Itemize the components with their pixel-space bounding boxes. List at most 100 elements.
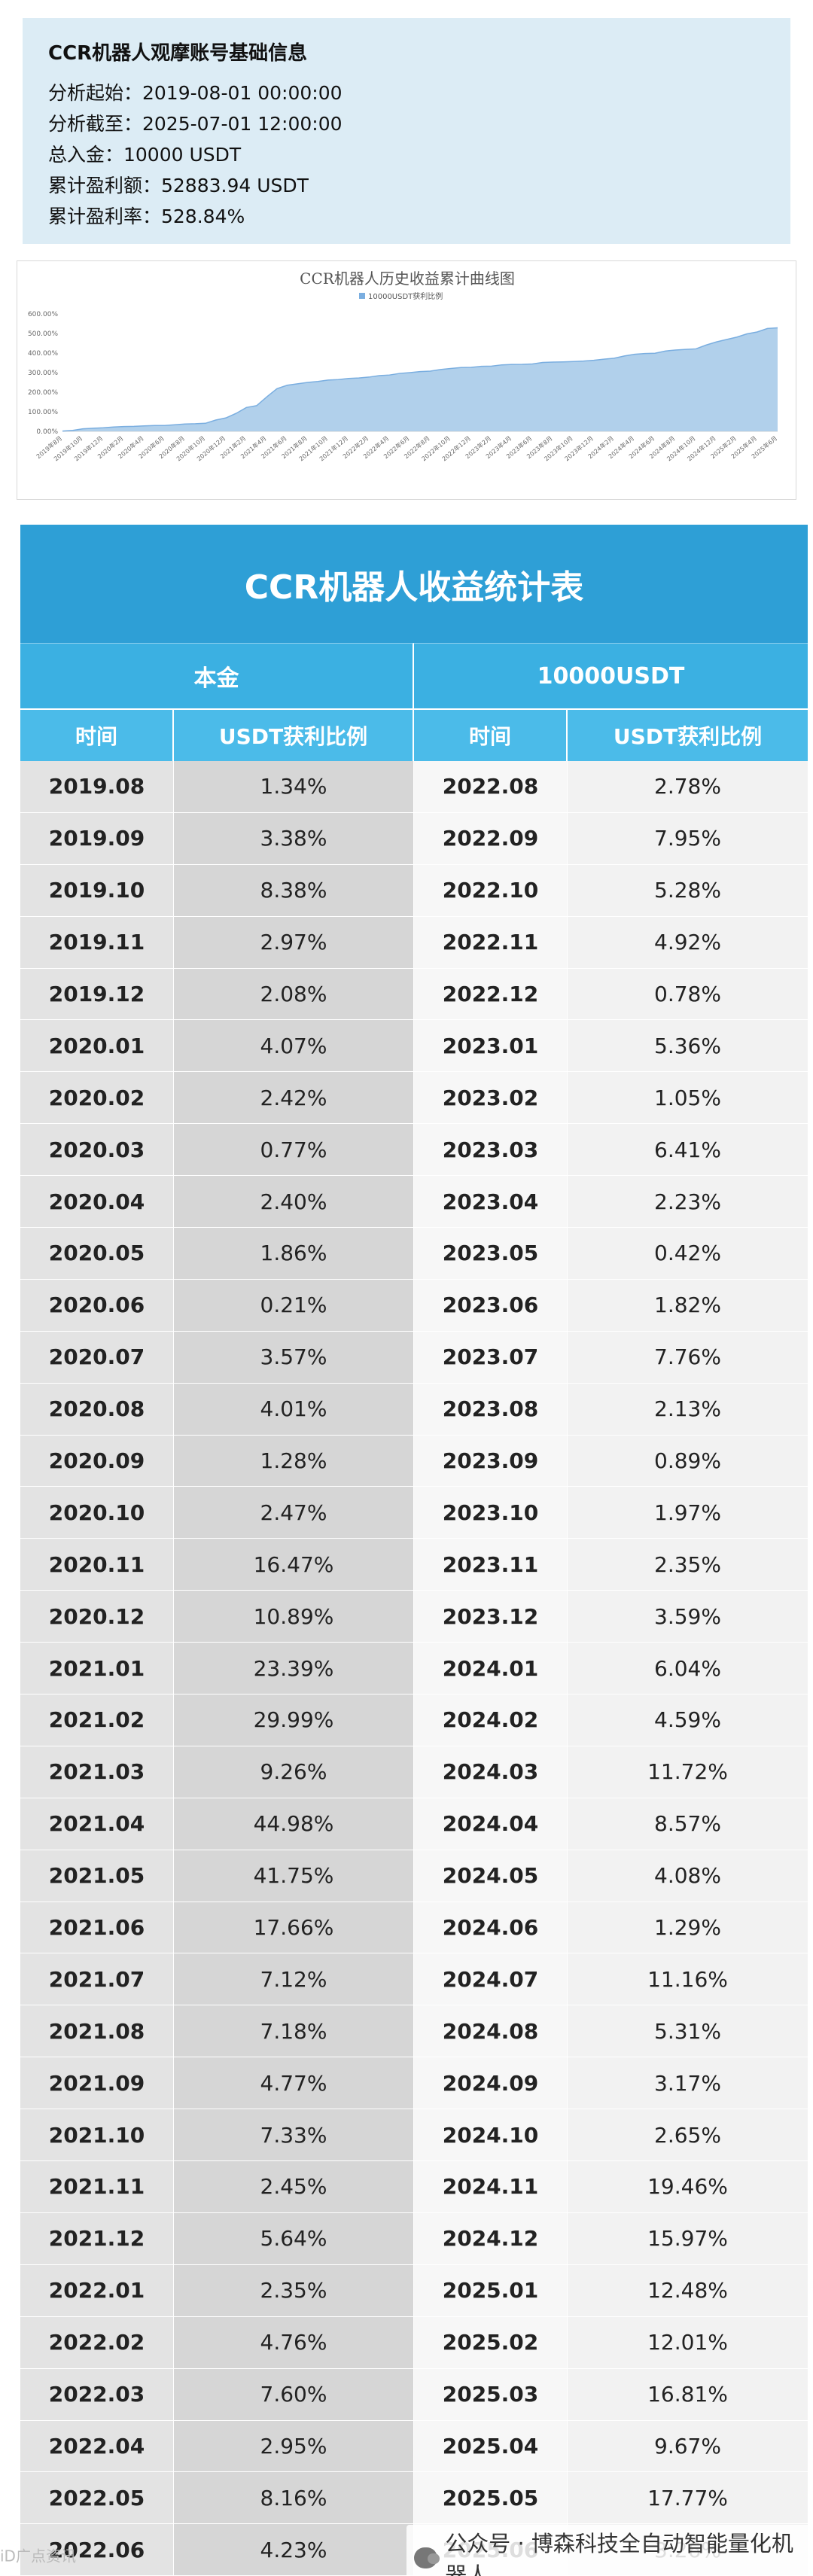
row-time-right: 2023.08	[414, 1383, 568, 1436]
row-time-right: 2024.06	[414, 1902, 568, 1954]
row-time-left: 2021.04	[20, 1798, 174, 1850]
row-pct-left: 16.47%	[174, 1539, 414, 1591]
row-pct-right: 7.95%	[568, 812, 808, 865]
info-end: 分析截至：2025-07-01 12:00:00	[48, 113, 343, 135]
info-deposit: 总入金：10000 USDT	[48, 144, 242, 166]
info-title: CCR机器人观摩账号基础信息	[48, 42, 308, 65]
row-pct-left: 2.97%	[174, 916, 414, 969]
row-pct-left: 4.23%	[174, 2524, 414, 2576]
profit-chart-card: CCR机器人历史收益累计曲线图 10000USDT获利比例 0.00% 100.0…	[17, 260, 796, 500]
table-row: 2021.10 7.33% 2024.10 2.65%	[20, 2109, 808, 2162]
row-pct-right: 9.67%	[568, 2420, 808, 2473]
table-row: 2020.07 3.57% 2023.07 7.76%	[20, 1331, 808, 1384]
table-row: 2020.05 1.86% 2023.05 0.42%	[20, 1228, 808, 1280]
row-time-left: 2022.04	[20, 2420, 174, 2473]
row-pct-right: 17.77%	[568, 2472, 808, 2525]
row-time-left: 2019.12	[20, 968, 174, 1021]
wechat-icon	[414, 2547, 440, 2568]
row-pct-left: 2.45%	[174, 2161, 414, 2213]
table-row: 2022.02 4.76% 2025.02 12.01%	[20, 2316, 808, 2369]
row-time-right: 2023.06	[414, 1279, 568, 1332]
row-pct-right: 12.01%	[568, 2316, 808, 2369]
row-pct-left: 4.77%	[174, 2057, 414, 2110]
row-time-left: 2019.08	[20, 761, 174, 813]
row-time-left: 2019.11	[20, 916, 174, 969]
row-pct-right: 2.35%	[568, 1539, 808, 1591]
row-pct-left: 29.99%	[174, 1694, 414, 1746]
row-time-left: 2020.03	[20, 1124, 174, 1177]
table-row: 2019.11 2.97% 2022.11 4.92%	[20, 916, 808, 969]
row-time-left: 2019.10	[20, 864, 174, 917]
watermark-text: 公众号 · 博森科技全自动智能量化机器人	[445, 2531, 793, 2576]
row-time-right: 2023.12	[414, 1591, 568, 1643]
info-start: 分析起始：2019-08-01 00:00:00	[48, 82, 343, 104]
row-time-right: 2024.01	[414, 1643, 568, 1695]
row-pct-left: 4.01%	[174, 1383, 414, 1436]
row-pct-right: 1.82%	[568, 1279, 808, 1332]
cumulative-profit-chart: CCR机器人历史收益累计曲线图 10000USDT获利比例 0.00% 100.0…	[28, 269, 778, 462]
col-time-right: 时间	[414, 708, 568, 761]
table-row: 2021.01 23.39% 2024.01 6.04%	[20, 1643, 808, 1695]
row-time-right: 2023.03	[414, 1124, 568, 1177]
row-time-right: 2024.07	[414, 1953, 568, 2006]
row-pct-left: 2.95%	[174, 2420, 414, 2473]
row-pct-left: 9.26%	[174, 1746, 414, 1798]
row-time-left: 2022.05	[20, 2472, 174, 2525]
table-row: 2020.01 4.07% 2023.01 5.36%	[20, 1020, 808, 1073]
row-time-right: 2023.10	[414, 1487, 568, 1539]
table-row: 2020.09 1.28% 2023.09 0.89%	[20, 1435, 808, 1487]
footer-watermark: 公众号 · 博森科技全自动智能量化机器人	[406, 2525, 813, 2576]
row-time-right: 2022.10	[414, 864, 568, 917]
row-pct-right: 6.41%	[568, 1124, 808, 1177]
y-tick-label: 200.00%	[28, 389, 58, 397]
principal-label: 本金	[20, 643, 414, 708]
info-profit-amount: 累计盈利额：52883.94 USDT	[48, 175, 309, 196]
row-pct-right: 3.17%	[568, 2057, 808, 2110]
col-pct-right: USDT获利比例	[568, 708, 808, 761]
row-pct-right: 0.42%	[568, 1228, 808, 1280]
row-time-left: 2019.09	[20, 812, 174, 865]
row-pct-right: 19.46%	[568, 2161, 808, 2213]
row-time-left: 2021.05	[20, 1850, 174, 1902]
row-pct-left: 0.21%	[174, 1279, 414, 1332]
row-time-right: 2023.02	[414, 1072, 568, 1125]
table-body: 2019.08 1.34% 2022.08 2.78% 2019.09 3.38% 2022…	[20, 761, 808, 2576]
legend-label: 10000USDT获利比例	[368, 291, 443, 301]
row-time-left: 2021.01	[20, 1643, 174, 1695]
table-row: 2021.12 5.64% 2024.12 15.97%	[20, 2212, 808, 2265]
row-time-right: 2023.05	[414, 1228, 568, 1280]
table-row: 2020.02 2.42% 2023.02 1.05%	[20, 1072, 808, 1125]
row-time-right: 2022.08	[414, 761, 568, 813]
series-line	[62, 327, 778, 432]
y-tick-label: 500.00%	[28, 330, 58, 338]
row-pct-left: 2.42%	[174, 1072, 414, 1125]
row-time-right: 2023.09	[414, 1435, 568, 1487]
row-time-right: 2025.01	[414, 2264, 568, 2317]
row-pct-right: 1.05%	[568, 1072, 808, 1125]
row-pct-left: 8.16%	[174, 2472, 414, 2525]
chart-title: CCR机器人历史收益累计曲线图	[300, 269, 515, 288]
table-row: 2019.12 2.08% 2022.12 0.78%	[20, 968, 808, 1021]
table-row: 2022.05 8.16% 2025.05 17.77%	[20, 2472, 808, 2525]
table-row: 2020.12 10.89% 2023.12 3.59%	[20, 1591, 808, 1643]
row-time-right: 2024.08	[414, 2005, 568, 2058]
row-pct-left: 3.38%	[174, 812, 414, 865]
row-pct-right: 7.76%	[568, 1331, 808, 1384]
table-row: 2019.09 3.38% 2022.09 7.95%	[20, 812, 808, 865]
table-title: CCR机器人收益统计表	[20, 525, 808, 643]
row-pct-left: 2.47%	[174, 1487, 414, 1539]
legend-swatch	[359, 293, 365, 299]
info-profit-rate: 累计盈利率：528.84%	[48, 206, 245, 227]
table-row: 2021.07 7.12% 2024.07 11.16%	[20, 1953, 808, 2006]
profit-stats-table: CCR机器人收益统计表 本金 10000USDT 时间 USDT获利比例 时间 …	[20, 525, 808, 2576]
row-pct-right: 12.48%	[568, 2264, 808, 2317]
row-time-left: 2020.02	[20, 1072, 174, 1125]
row-pct-left: 1.28%	[174, 1435, 414, 1487]
row-time-right: 2025.05	[414, 2472, 568, 2525]
row-pct-left: 23.39%	[174, 1643, 414, 1695]
row-pct-left: 10.89%	[174, 1591, 414, 1643]
row-time-left: 2020.01	[20, 1020, 174, 1073]
row-time-left: 2022.02	[20, 2316, 174, 2369]
principal-header: 本金 10000USDT	[20, 643, 808, 708]
row-time-right: 2022.09	[414, 812, 568, 865]
